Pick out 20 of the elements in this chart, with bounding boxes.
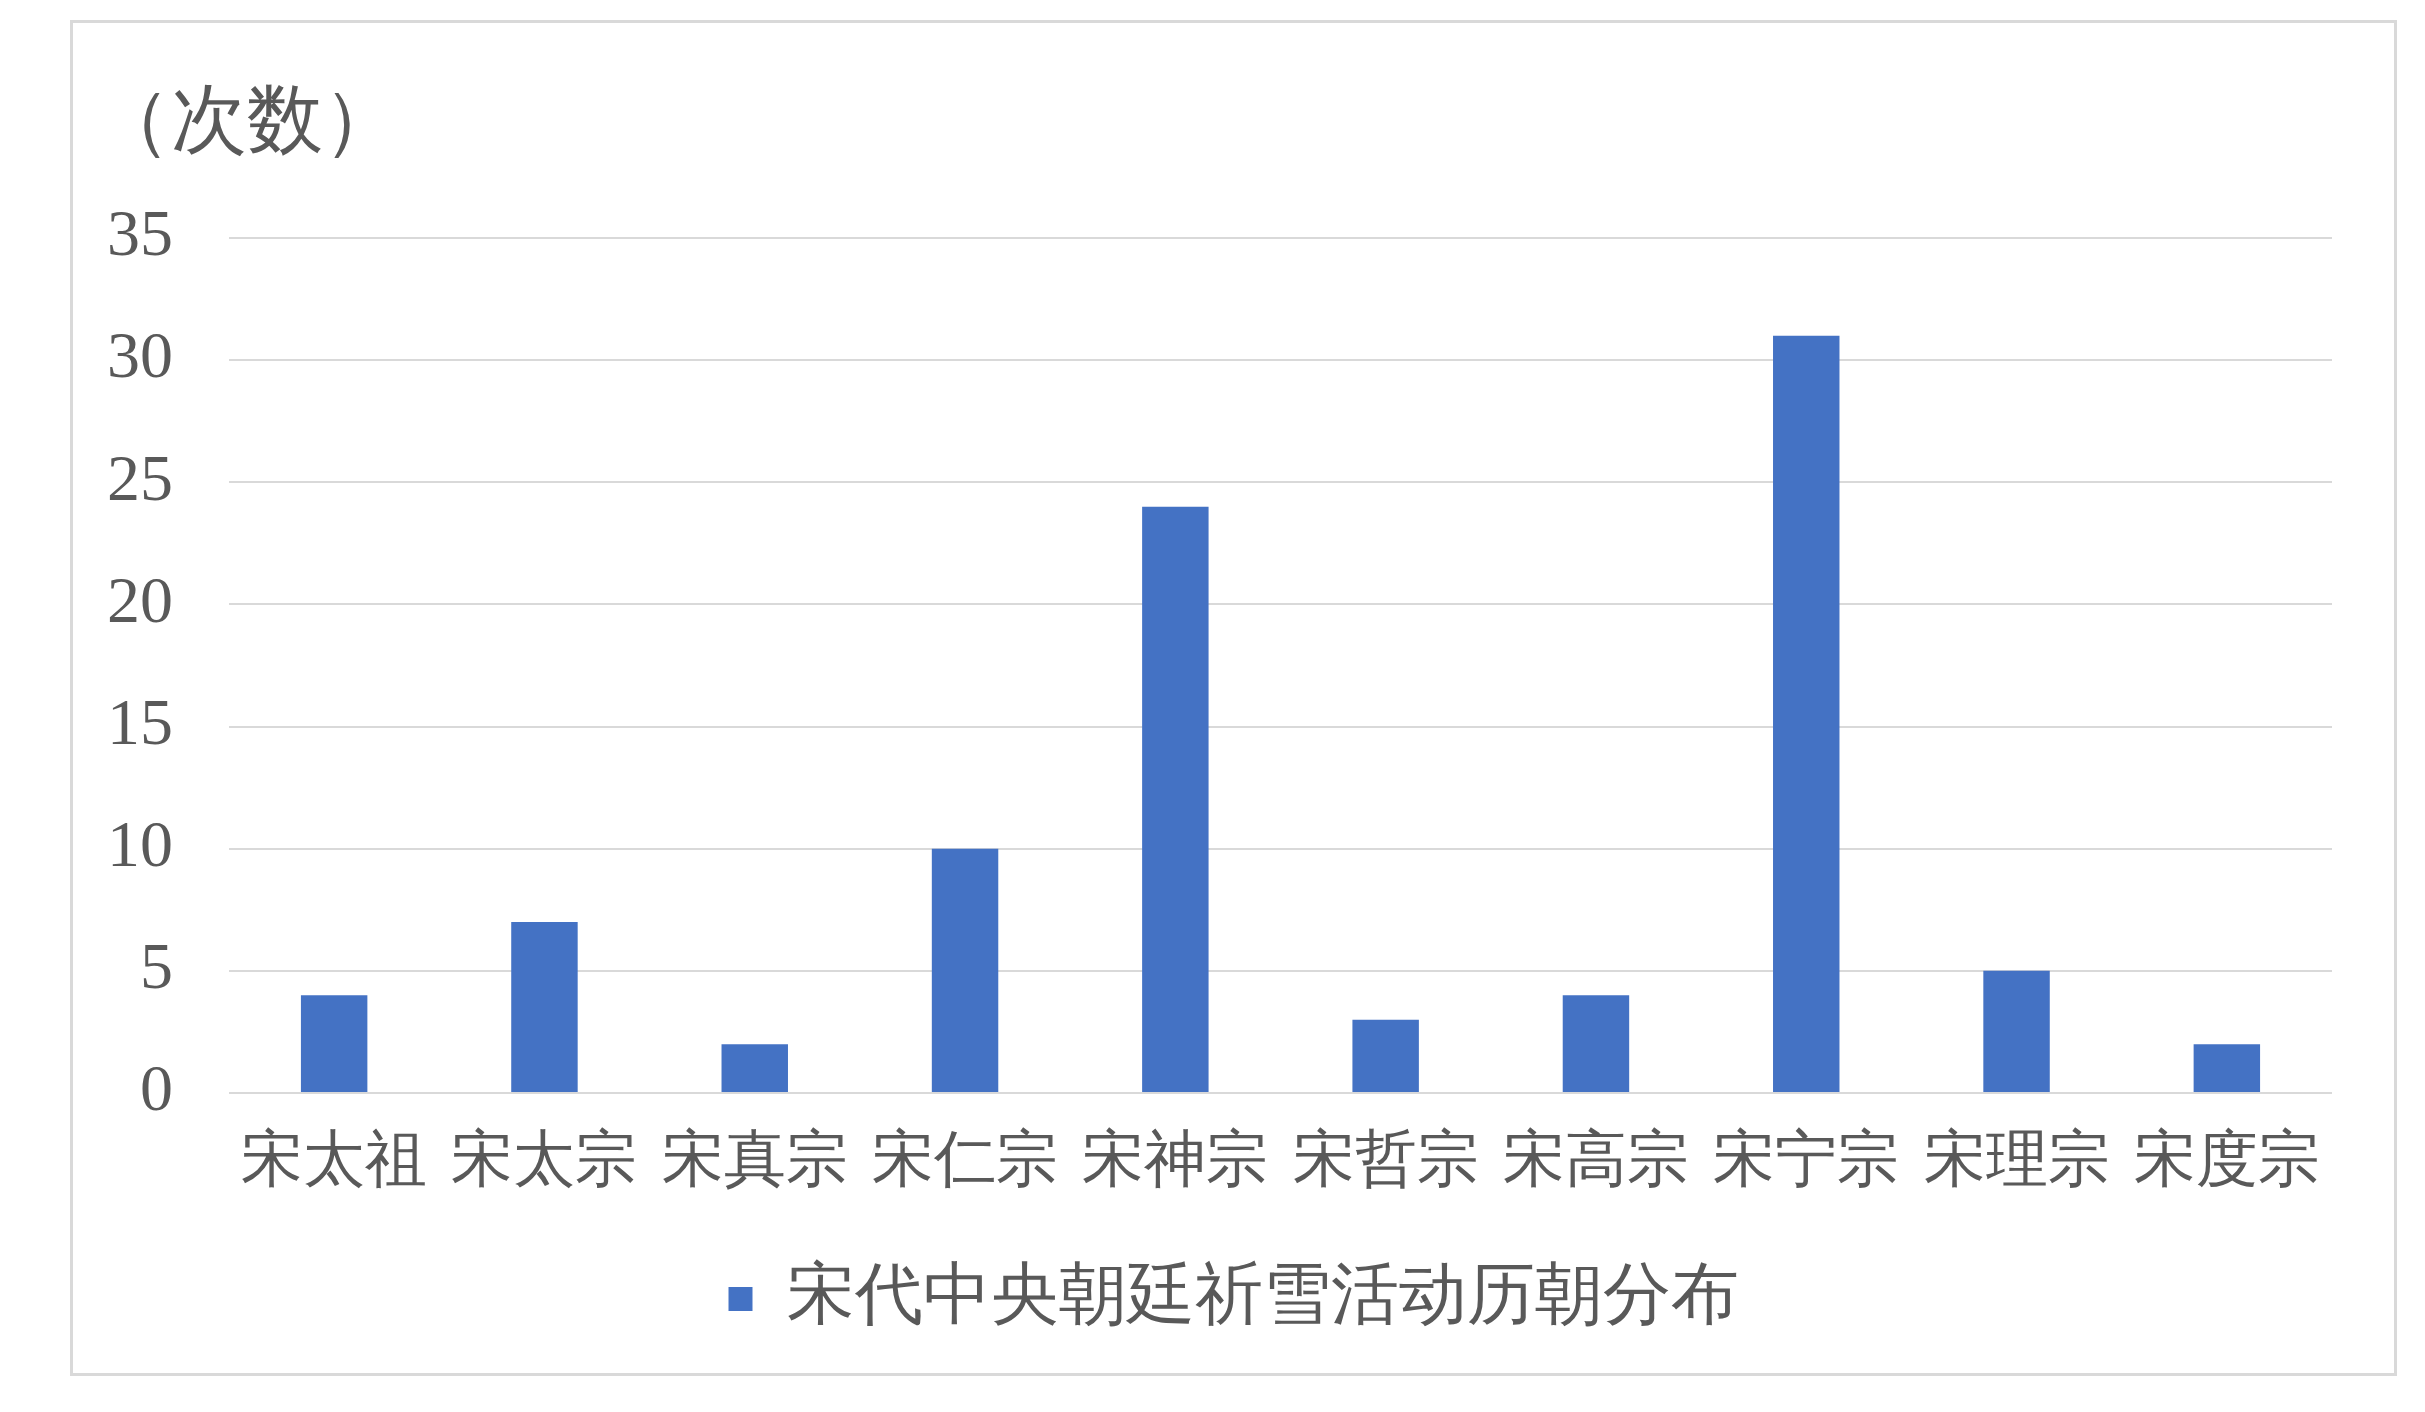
x-tick-label: 宋神宗	[1082, 1125, 1269, 1194]
x-tick-label: 宋高宗	[1502, 1125, 1689, 1194]
y-tick-label: 30	[107, 318, 173, 392]
y-tick-label: 10	[107, 807, 173, 881]
y-tick-label: 20	[107, 562, 173, 636]
x-tick-label: 宋仁宗	[872, 1125, 1059, 1194]
y-tick-label: 35	[107, 196, 173, 270]
y-axis-title: （次数）	[95, 77, 399, 161]
y-tick-label: 25	[107, 440, 173, 514]
legend-label: 宋代中央朝廷祈雪活动历朝分布	[786, 1255, 1739, 1332]
x-tick-label: 宋宁宗	[1713, 1125, 1900, 1194]
x-tick-label: 宋太宗	[451, 1125, 638, 1194]
y-tick-label: 5	[140, 929, 173, 1003]
y-tick-label: 15	[107, 684, 173, 758]
x-tick-label: 宋真宗	[661, 1125, 848, 1194]
y-tick-label: 0	[140, 1051, 173, 1125]
x-tick-label: 宋度宗	[2133, 1125, 2320, 1194]
x-tick-label: 宋哲宗	[1292, 1125, 1479, 1194]
x-tick-label: 宋太祖	[241, 1125, 428, 1194]
x-tick-label: 宋理宗	[1923, 1125, 2110, 1194]
